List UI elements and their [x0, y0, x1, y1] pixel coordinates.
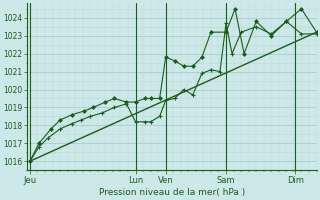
X-axis label: Pression niveau de la mer( hPa ): Pression niveau de la mer( hPa ): [99, 188, 245, 197]
